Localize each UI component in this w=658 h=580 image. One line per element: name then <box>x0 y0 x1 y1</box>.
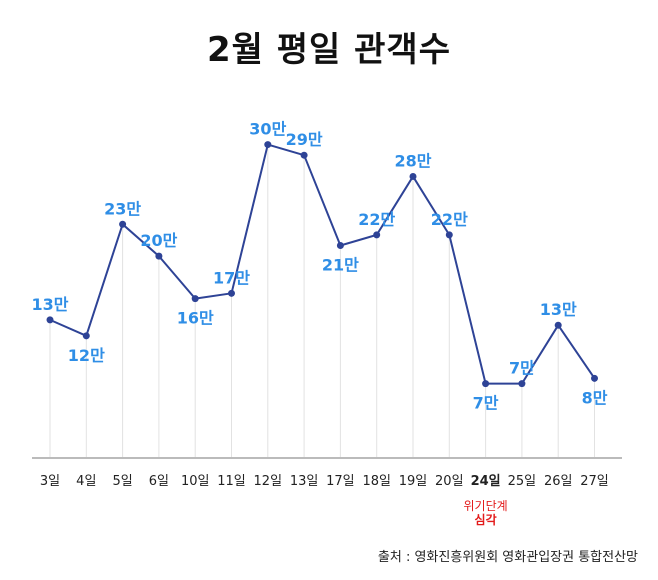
x-tick-label: 13일 <box>290 474 319 489</box>
data-point <box>482 380 490 388</box>
data-label: 13만 <box>540 300 577 319</box>
data-point <box>518 380 526 388</box>
data-label: 20만 <box>140 231 177 250</box>
annotation-line1: 위기단계 <box>464 499 508 513</box>
data-label: 29만 <box>286 130 323 149</box>
data-label: 13만 <box>32 295 69 314</box>
data-label: 30만 <box>249 120 286 139</box>
x-tick-label: 5일 <box>112 474 132 489</box>
data-point <box>228 289 235 297</box>
x-tick-label: 10일 <box>181 474 210 489</box>
x-tick-label: 4일 <box>76 474 96 489</box>
x-tick-label: 6일 <box>149 474 169 489</box>
annotation-line2: 심각 <box>475 512 497 527</box>
chart-title: 2월 평일 관객수 <box>206 30 451 70</box>
x-tick-label: 25일 <box>508 474 537 489</box>
x-tick-label: 24일 <box>471 474 501 489</box>
data-point <box>445 231 453 239</box>
data-point <box>191 295 199 303</box>
data-label: 22만 <box>358 210 395 229</box>
data-label: 7만 <box>509 359 535 378</box>
source-note: 출처 : 영화진흥위원회 영화관입장권 통합전산망 <box>377 550 638 565</box>
data-label: 12만 <box>68 346 105 365</box>
data-point <box>409 172 417 180</box>
data-point <box>591 374 598 382</box>
x-tick-label: 18일 <box>362 474 391 489</box>
data-label: 16만 <box>177 309 214 328</box>
x-tick-label: 20일 <box>435 474 464 489</box>
data-point <box>119 220 127 228</box>
x-tick-label: 12일 <box>254 474 283 489</box>
x-tick-label: 27일 <box>580 474 609 489</box>
data-point <box>46 316 54 324</box>
data-label: 7만 <box>473 394 499 413</box>
data-point <box>300 151 308 159</box>
x-tick-label: 17일 <box>326 474 355 489</box>
data-point <box>554 321 562 329</box>
data-point <box>264 141 272 149</box>
data-label: 28만 <box>395 151 432 170</box>
series-line <box>49 143 596 385</box>
data-point <box>373 231 381 239</box>
data-point <box>155 252 163 260</box>
x-tick-label: 19일 <box>399 474 428 489</box>
x-tick-label: 26일 <box>544 474 573 489</box>
data-label: 8만 <box>582 388 608 407</box>
data-label: 21만 <box>322 256 359 275</box>
x-tick-label: 3일 <box>40 474 60 489</box>
data-label: 17만 <box>213 268 250 287</box>
data-label: 23만 <box>104 199 141 218</box>
data-label: 22만 <box>431 210 468 229</box>
data-point <box>82 332 90 340</box>
data-point <box>336 242 344 249</box>
x-tick-label: 11일 <box>217 474 246 489</box>
